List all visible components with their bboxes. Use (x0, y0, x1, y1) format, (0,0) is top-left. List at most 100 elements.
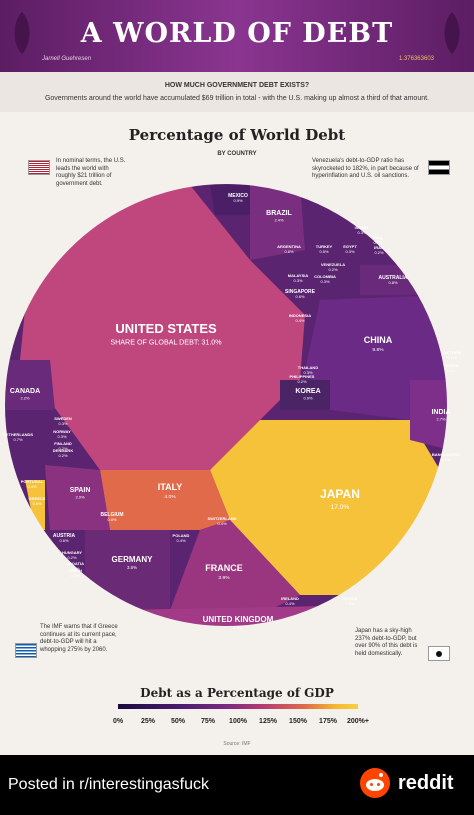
value-venezuela: 0.2% (328, 267, 338, 272)
label-croatia: CROATIA (66, 561, 84, 566)
label-france: FRANCE (205, 563, 243, 573)
label-austria: AUSTRIA (53, 533, 76, 539)
cell-india (410, 380, 448, 450)
legend-tick: 100% (229, 718, 247, 725)
legend-tick: 175% (319, 718, 337, 725)
venezuela-flag-icon (428, 160, 450, 175)
legend-tick: 25% (140, 718, 156, 725)
chart-subtitle: BY COUNTRY (217, 151, 257, 157)
value-colombia: 0.3% (320, 279, 330, 284)
subtitle-text: Governments around the world have accumu… (44, 95, 430, 102)
label-colombia: COLOMBIA (314, 274, 336, 279)
label-australia: AUSTRALIA (379, 275, 408, 281)
cell-spain (45, 465, 110, 530)
value-indonesia: 0.4% (295, 318, 305, 323)
value-ireland: 0.4% (285, 601, 295, 606)
legend-tick: 50% (170, 718, 186, 725)
value-canada: 2.2% (20, 395, 30, 400)
label-sweden: SWEDEN (54, 416, 72, 421)
label-bangladesh: BANGLADESH (432, 452, 460, 457)
label-taiwan: TAIWAN (443, 363, 459, 368)
header-banner: A WORLD OF DEBT Jarnell Guehresen 1.3763… (0, 0, 474, 72)
label-india: INDIA (431, 409, 450, 416)
cell-mexico (210, 185, 250, 215)
legend-tick: 200%+ (347, 718, 369, 725)
label-vietnam: VIETNAM (443, 350, 462, 355)
label-united-kingdom: UNITED KINGDOM (203, 615, 274, 624)
label-norway: NORWAY (53, 429, 71, 434)
label-russia: RUSSIA (342, 596, 357, 601)
label-venezuela: VENEZUELA (321, 262, 345, 267)
value-czech: 0.2% (70, 573, 80, 578)
value-france: 3.9% (218, 575, 230, 581)
header-gradient (0, 0, 474, 72)
country-labels: UNITED STATES SHARE OF GLOBAL DEBT: 31.0%… (3, 193, 462, 630)
reddit-wordmark[interactable]: reddit (398, 772, 454, 794)
label-argentina: ARGENTINA (277, 244, 301, 249)
cell-korea (280, 380, 330, 410)
value-australia: 0.8% (388, 280, 398, 285)
source-note: Source: IMF (223, 741, 251, 747)
japan-flag-icon (428, 646, 450, 661)
voronoi-chart: UNITED STATES SHARE OF GLOBAL DEBT: 31.0%… (3, 182, 462, 630)
value-russia: 0.3% (345, 601, 355, 606)
value-china: 9.8% (372, 347, 384, 353)
value-israel: 0.3% (357, 230, 367, 235)
reddit-logo-icon[interactable] (360, 768, 390, 798)
value-croatia: 0.1% (70, 566, 80, 571)
value-netherlands: 0.7% (13, 437, 23, 442)
value-egypt: 0.3% (345, 249, 355, 254)
label-philippines: PHILIPPINES (290, 374, 315, 379)
legend-tick: 75% (200, 718, 216, 725)
value-thailand: 0.3% (303, 370, 313, 375)
label-spain: SPAIN (70, 487, 91, 494)
note-japan: Japan has a sky-high 237% debt-to-GDP, b… (355, 628, 418, 657)
value-finland: 0.2% (58, 446, 68, 451)
label-italy: ITALY (158, 482, 183, 492)
value-norway: 0.3% (57, 434, 67, 439)
label-hungary: HUNGARY (62, 550, 82, 555)
legend-tick: 0% (112, 718, 124, 725)
legend-tick: 125% (259, 718, 277, 725)
cell-france (170, 520, 300, 620)
value-japan: 17.0% (331, 504, 350, 511)
value-united-kingdom: 3.5% (233, 625, 243, 630)
value-germany: 3.5% (127, 565, 137, 570)
chart-title: Percentage of World Debt (128, 126, 346, 144)
label-united-states: UNITED STATES (115, 321, 217, 336)
legend-tick: 150% (289, 718, 307, 725)
value-singapore: 0.6% (295, 294, 305, 299)
posted-in-link[interactable]: Posted in r/interestingasfuck (8, 776, 209, 793)
label-czech: CZECH (68, 568, 82, 573)
value-iran: 0.2% (374, 250, 384, 255)
value-hungary: 0.2% (67, 555, 77, 560)
value-belgium: 0.8% (107, 517, 117, 522)
label-thailand: THAILAND (298, 365, 319, 370)
label-brazil: BRAZIL (266, 210, 292, 217)
value-portugal: 0.4% (27, 484, 37, 489)
value-taiwan: 0.3% (446, 368, 456, 373)
cell-brazil (250, 185, 305, 260)
legend-title: Debt as a Percentage of GDP (140, 686, 334, 700)
legend-gradient-bar (118, 704, 358, 709)
signature: Jarnell Guehresen (42, 56, 92, 62)
label-poland: POLAND (173, 533, 190, 538)
value-spain: 2.0% (75, 494, 85, 499)
label-finland: FINLAND (54, 441, 72, 446)
value-denmark: 0.2% (58, 453, 68, 458)
header-date: 1.376363603 (398, 56, 434, 62)
value-italy: 4.0% (164, 494, 176, 500)
label-indonesia: INDONESIA (289, 313, 311, 318)
label-canada: CANADA (10, 388, 40, 395)
label-belgium: BELGIUM (100, 512, 123, 518)
right-leaf-decoration-icon (444, 12, 460, 54)
label-ireland: IRELAND (281, 596, 299, 601)
label-singapore: SINGAPORE (285, 289, 316, 295)
label-greece: GREECE (29, 496, 46, 501)
value-mexico: 0.9% (233, 198, 243, 203)
cell-canada (4, 360, 55, 410)
cell-greece (25, 480, 45, 530)
left-leaf-decoration-icon (14, 12, 30, 54)
cell-italy (100, 470, 230, 530)
value-sweden: 0.3% (58, 421, 68, 426)
